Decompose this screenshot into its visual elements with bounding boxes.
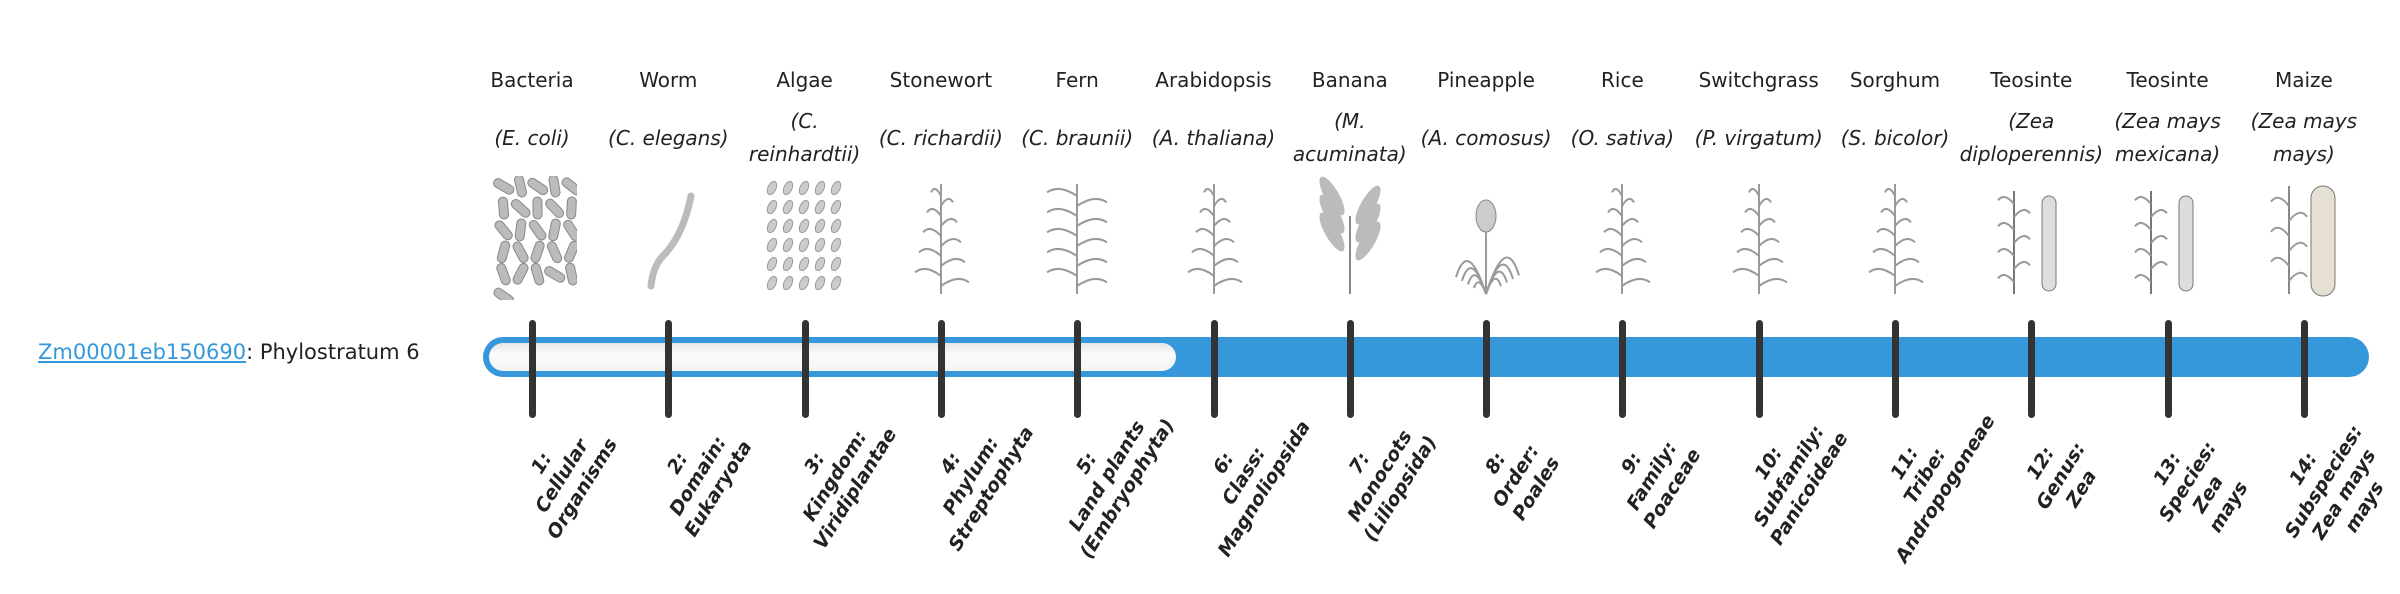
scientific-name-text: (O. sativa) [1570, 125, 1675, 150]
stratum-tick [801, 320, 809, 418]
gene-phylostratum-label: Zm00001eb150690: Phylostratum 6 [38, 340, 420, 364]
organism-scientific-name: (O. sativa) [1556, 104, 1688, 172]
teosinte-icon [2133, 191, 2194, 294]
organism-scientific-name: (C. braunii) [1011, 104, 1143, 172]
separator: : [246, 340, 254, 364]
stratum-label: 7: Monocots (Liliopsida) [1299, 376, 1461, 575]
bacteria-icon [493, 176, 577, 300]
rice-icon [1595, 184, 1651, 294]
bar-empty-portion [489, 343, 1176, 371]
stratum-label: 5: Land plants (Embryophyta) [1026, 376, 1188, 575]
stratum-label: 1: Cellular Organisms [481, 376, 643, 575]
stratum-label: 6: Class: Magnoliopsida [1163, 376, 1325, 575]
scientific-name-text: (S. bicolor) [1840, 125, 1950, 150]
scientific-name-text: (A. thaliana) [1151, 125, 1276, 150]
scientific-name-text: (Zea mays mexicana) [2114, 109, 2221, 166]
stratum-tick [1619, 320, 1627, 418]
scientific-name-text: (C. richardii) [878, 125, 1003, 150]
switchgrass-icon [1732, 184, 1788, 294]
organism-scientific-name: (M. acuminata) [1284, 104, 1416, 172]
stonewort-icon [914, 184, 970, 294]
organism-scientific-name: (P. virgatum) [1693, 104, 1825, 172]
worm-icon [647, 192, 695, 290]
organism-scientific-name: (C. reinhardtii) [739, 104, 871, 172]
scientific-name-text: (P. virgatum) [1694, 125, 1823, 150]
scientific-name-text: (M. acuminata) [1292, 109, 1407, 166]
organism-common-name: Stonewort [889, 68, 993, 92]
scientific-name-text: (C. reinhardtii) [748, 109, 861, 166]
pineapple-icon [1455, 199, 1521, 295]
stratum-label: 3: Kingdom: Viridiplantae [754, 376, 916, 575]
organism-common-name: Teosinte [1990, 68, 2073, 92]
organism-common-name: Pineapple [1437, 68, 1535, 92]
organism-scientific-name: (Zea diploperennis) [1960, 104, 2103, 172]
stratum-tick [1892, 320, 1899, 418]
scientific-name-text: (C. braunii) [1021, 125, 1134, 150]
stratum-tick [1755, 320, 1763, 418]
organism-common-name: Maize [2274, 68, 2333, 92]
stratum-tick [2300, 320, 2308, 418]
stratum-tick [1346, 320, 1354, 418]
stratum-label: 10: Subfamily: Panicoideae [1708, 376, 1870, 575]
stratum-tick [937, 320, 945, 418]
stratum-tick [2028, 320, 2036, 418]
fern-icon [1046, 184, 1108, 294]
stratum-label: 14: Subspecies: Zea mays mays [2243, 382, 2400, 594]
stratum-tick [1483, 320, 1491, 418]
organism-common-name: Rice [1601, 68, 1644, 92]
scientific-name-text: (Zea diploperennis) [1959, 109, 2103, 166]
organism-common-name: Bacteria [490, 68, 574, 92]
stratum-tick [1210, 320, 1218, 418]
stratum-label: 4: Phylum: Streptophyta [890, 376, 1052, 575]
stratum-tick [665, 320, 673, 418]
organism-common-name: Banana [1311, 68, 1388, 92]
organism-common-name: Algae [776, 68, 833, 92]
organism-scientific-name: (S. bicolor) [1829, 104, 1961, 172]
organism-common-name: Teosinte [2126, 68, 2209, 92]
maize-icon [2270, 185, 2336, 297]
stratum-label: 11: Tribe: Andropogoneae [1844, 376, 2006, 575]
scientific-name-text: (C. elegans) [608, 125, 729, 150]
organism-scientific-name: (C. elegans) [602, 104, 734, 172]
organism-common-name: Fern [1055, 68, 1099, 92]
scientific-name-text: (Zea mays mays) [2250, 109, 2358, 166]
organism-scientific-name: (Zea mays mexicana) [2102, 104, 2234, 172]
phylostratum-bar [483, 337, 2369, 377]
scientific-name-text: (E. coli) [494, 125, 570, 150]
organism-common-name: Switchgrass [1698, 68, 1819, 92]
stratum-label: 9: Family: Poaceae [1572, 376, 1734, 575]
organism-common-name: Sorghum [1849, 68, 1941, 92]
gene-id-link[interactable]: Zm00001eb150690 [38, 340, 247, 364]
arabidopsis-icon [1186, 184, 1243, 294]
stratum-label: 8: Order: Poales [1435, 376, 1597, 575]
phylostratum-text: Phylostratum 6 [253, 340, 420, 364]
sorghum-icon [1868, 184, 1924, 294]
stratum-tick [2164, 320, 2172, 418]
teosinte-icon [1997, 191, 2057, 294]
organism-scientific-name: (E. coli) [466, 104, 598, 172]
banana-icon [1319, 176, 1381, 294]
organism-scientific-name: (Zea mays mays) [2238, 104, 2370, 172]
stratum-tick [1074, 320, 1082, 418]
algae-icon [766, 180, 841, 291]
stratum-label: 2: Domain: Eukaryota [617, 376, 779, 575]
organism-scientific-name: (A. comosus) [1420, 104, 1552, 172]
scientific-name-text: (A. comosus) [1420, 125, 1552, 150]
organism-common-name: Worm [639, 68, 698, 92]
organism-scientific-name: (A. thaliana) [1148, 104, 1280, 172]
organism-common-name: Arabidopsis [1155, 68, 1272, 92]
stratum-tick [529, 320, 536, 418]
organism-scientific-name: (C. richardii) [875, 104, 1007, 172]
